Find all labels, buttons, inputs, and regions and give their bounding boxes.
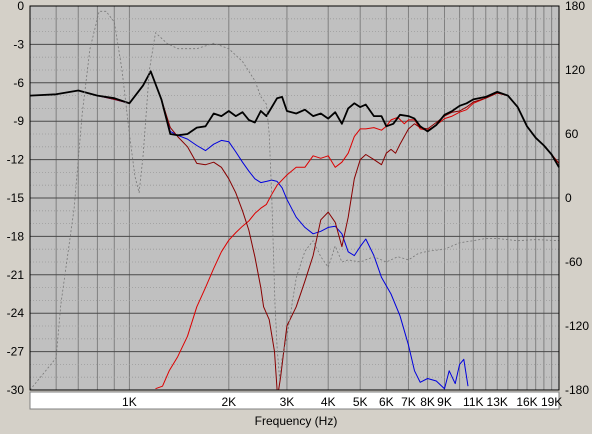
x-tick-label: 6K	[379, 395, 394, 409]
y2-tick-label: -120	[565, 319, 589, 333]
y-tick-label: -6	[13, 76, 24, 90]
series-group	[29, 10, 560, 391]
x-tick-label: 13K	[487, 395, 508, 409]
y-tick-label: 0	[17, 0, 24, 13]
y2-tick-label: -60	[565, 255, 583, 269]
right-axis-ticks: 180 120 60 0 -60 -120 -180	[565, 0, 589, 397]
series-line-4	[29, 10, 560, 391]
series-line-3	[29, 70, 560, 168]
x-tick-label: 7K	[401, 395, 416, 409]
x-tick-label: 1K	[122, 395, 137, 409]
x-tick-label: 2K	[221, 395, 236, 409]
y-tick-label: -15	[7, 191, 25, 205]
y-tick-label: -12	[7, 153, 25, 167]
y-tick-label: -18	[7, 229, 25, 243]
frequency-axis-bar	[29, 391, 560, 410]
x-tick-label: 11K	[463, 395, 483, 409]
y2-tick-label: 60	[565, 127, 579, 141]
series-line-1	[155, 92, 560, 390]
x-tick-label: 4K	[321, 395, 336, 409]
frequency-axis-ticks: 1K 2K 3K 4K 5K 6K 7K 8K 9K 11K 13K 16K 19K	[122, 395, 562, 409]
plot-border	[29, 5, 560, 391]
x-axis-label: Frequency (Hz)	[255, 414, 338, 428]
x-tick-label: 16K	[516, 395, 537, 409]
x-tick-label: 3K	[280, 395, 295, 409]
left-axis-ticks: 0 -3 -6 -9 -12 -15 -18 -21 -24 -27 -30	[7, 0, 25, 397]
x-tick-label: 19K	[541, 395, 562, 409]
series-line-2	[29, 70, 560, 391]
y-tick-label: -3	[13, 37, 24, 51]
y-tick-label: -21	[7, 268, 25, 282]
y2-tick-label: 120	[565, 63, 585, 77]
y2-tick-label: -180	[565, 383, 589, 397]
y-tick-label: -30	[7, 383, 25, 397]
y2-tick-label: 0	[565, 191, 572, 205]
x-tick-label: 5K	[353, 395, 368, 409]
y-tick-label: -9	[13, 114, 24, 128]
y2-tick-label: 180	[565, 0, 585, 13]
y-tick-label: -27	[7, 345, 25, 359]
x-tick-label: 8K	[420, 395, 435, 409]
x-tick-label: 9K	[437, 395, 452, 409]
y-tick-label: -24	[7, 306, 25, 320]
